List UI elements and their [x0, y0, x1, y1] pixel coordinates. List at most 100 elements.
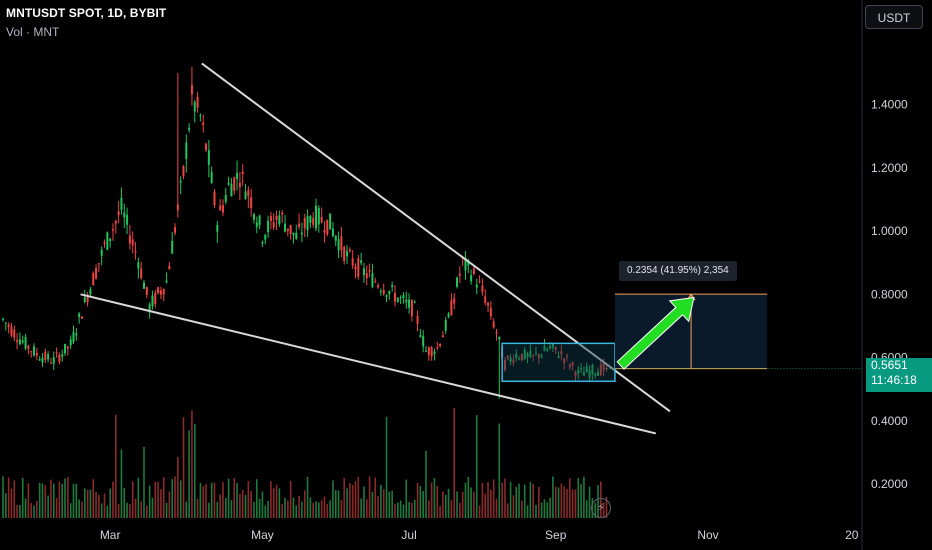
candle-body	[546, 349, 549, 351]
volume-bar	[453, 407, 455, 518]
candle-body	[269, 215, 272, 221]
volume-bar	[428, 500, 430, 518]
candle-body	[515, 353, 518, 358]
volume-bar	[535, 504, 537, 518]
volume-bar	[241, 489, 244, 518]
candle-body	[286, 228, 289, 232]
volume-bar	[413, 499, 416, 518]
candle-body	[408, 299, 411, 308]
candle-body	[10, 326, 13, 336]
candle-body	[599, 364, 602, 376]
candle-body	[134, 251, 137, 253]
candle-body	[425, 350, 427, 352]
volume-bar	[450, 500, 453, 518]
last-price: 0.5651	[871, 358, 908, 372]
volume-bar	[179, 480, 182, 518]
candle-body	[334, 235, 337, 241]
candle-body	[148, 304, 151, 313]
volume-bar	[131, 481, 134, 518]
candle-body	[343, 246, 346, 262]
candle-body	[97, 263, 100, 265]
volume-bar	[549, 497, 551, 518]
volume-bar	[261, 491, 264, 518]
candle-body	[24, 336, 27, 349]
volume-bar	[230, 500, 233, 518]
candle-body	[337, 239, 340, 251]
candle-body	[574, 372, 577, 377]
volume-bar	[512, 495, 515, 518]
symbol-title[interactable]: MNTUSDT SPOT, 1D, BYBIT	[6, 6, 167, 20]
volume-bar	[112, 481, 114, 518]
candle-body	[38, 359, 41, 361]
candle-body	[182, 166, 185, 177]
volume-bar	[213, 482, 216, 518]
candle-body	[111, 229, 114, 231]
candle-body	[157, 287, 160, 294]
candle-body	[151, 295, 154, 307]
volume-bar	[157, 481, 159, 518]
candle-body	[4, 322, 7, 324]
candle-body	[103, 242, 106, 244]
volume-bar	[272, 488, 275, 518]
volume-bar	[425, 450, 427, 518]
candle-body	[131, 239, 134, 245]
candle-body	[49, 362, 52, 364]
candle-body	[396, 297, 399, 302]
volume-bar	[498, 423, 501, 518]
volume-bar	[81, 501, 83, 518]
candle-body	[78, 313, 81, 318]
candle-body	[106, 232, 109, 250]
volume-bar	[247, 481, 250, 518]
candle-body	[199, 115, 202, 117]
volume-bar	[151, 497, 154, 518]
candle-body	[529, 350, 532, 358]
volume-bar	[123, 488, 126, 518]
volume-bar	[115, 414, 117, 518]
trendline-upper	[201, 62, 671, 413]
volume-bar	[340, 499, 343, 518]
candle-body	[196, 96, 199, 108]
volume-bar	[478, 505, 481, 518]
x-tick-label: Nov	[697, 528, 718, 542]
candle-body	[174, 227, 177, 233]
candle-body	[258, 215, 261, 225]
volume-bar	[583, 476, 585, 518]
candle-body	[41, 357, 44, 363]
candle-body	[140, 268, 143, 279]
volume-bar	[546, 502, 549, 518]
volume-bar	[292, 497, 295, 518]
currency-button[interactable]: USDT	[865, 5, 923, 29]
candle-body	[464, 257, 467, 271]
volume-legend[interactable]: Vol · MNT	[6, 25, 60, 39]
candle-body	[128, 235, 131, 244]
candle-body	[30, 351, 33, 353]
volume-bar	[256, 479, 258, 518]
lightning-icon[interactable]: ⚡︎	[591, 498, 611, 518]
candle-body	[165, 280, 168, 283]
candle-body	[95, 268, 98, 279]
candle-body	[591, 365, 594, 375]
volume-bar	[52, 483, 55, 518]
candle-body	[281, 212, 284, 215]
candle-body	[255, 222, 258, 228]
volume-bar	[337, 490, 340, 518]
volume-bar	[360, 498, 362, 518]
y-tick-label: 1.2000	[871, 161, 908, 175]
volume-bar	[411, 502, 413, 518]
candle-body	[495, 332, 498, 334]
candle-body	[484, 296, 487, 304]
volume-bar	[10, 488, 13, 518]
volume-bar	[490, 489, 492, 518]
candle-body	[391, 285, 394, 288]
volume-bar	[126, 502, 128, 518]
x-tick-label: Jul	[401, 528, 416, 542]
volume-bar	[253, 501, 255, 518]
volume-bar	[354, 481, 357, 518]
volume-bar	[318, 502, 320, 518]
candle-body	[419, 335, 422, 337]
volume-bar	[188, 430, 190, 518]
volume-bar	[532, 483, 534, 518]
volume-bar	[382, 489, 385, 518]
candle-body	[489, 307, 492, 317]
